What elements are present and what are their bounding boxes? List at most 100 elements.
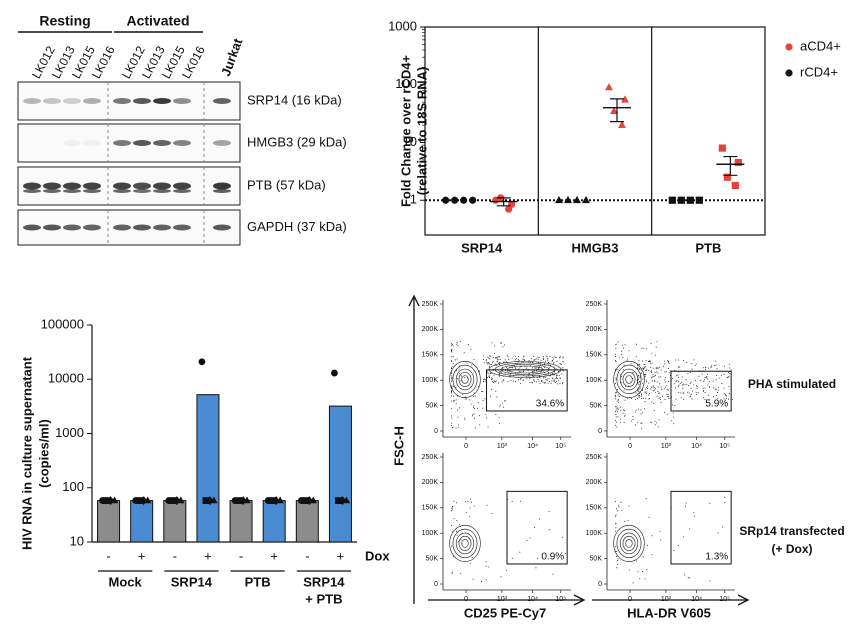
- point: [243, 496, 251, 504]
- band: [153, 182, 171, 190]
- event-dot: [490, 373, 492, 375]
- event-dot: [488, 375, 490, 377]
- event-dot: [491, 342, 493, 344]
- band: [83, 98, 101, 104]
- event-dot: [486, 417, 488, 419]
- event-dot: [716, 368, 718, 370]
- event-dot: [619, 406, 621, 408]
- event-dot: [707, 394, 709, 396]
- event-dot: [678, 366, 680, 368]
- event-dot: [642, 360, 643, 362]
- event-dot: [556, 377, 558, 379]
- band: [113, 140, 131, 146]
- event-dot: [698, 375, 700, 377]
- event-dot: [651, 363, 653, 365]
- event-dot: [528, 374, 530, 376]
- event-dot: [465, 512, 467, 514]
- event-dot: [508, 359, 510, 361]
- event-dot: [562, 357, 564, 359]
- event-dot: [536, 370, 537, 371]
- event-dot: [702, 391, 704, 393]
- event-dot: [473, 417, 475, 419]
- event-dot: [628, 505, 630, 507]
- event-dot: [550, 364, 551, 366]
- event-dot: [535, 567, 537, 569]
- event-dot: [667, 396, 669, 398]
- event-dot: [502, 402, 504, 404]
- event-dot: [459, 341, 461, 343]
- event-dot: [485, 414, 487, 416]
- event-dot: [509, 370, 511, 372]
- event-dot: [500, 342, 502, 344]
- event-dot: [532, 373, 534, 374]
- event-dot: [623, 389, 625, 391]
- event-dot: [617, 369, 619, 371]
- event-dot: [655, 374, 657, 376]
- event-dot: [667, 360, 669, 361]
- event-dot: [541, 364, 543, 366]
- contour: [449, 524, 481, 562]
- event-dot: [453, 400, 455, 401]
- event-dot: [499, 373, 500, 375]
- point: [723, 173, 731, 181]
- event-dot: [451, 365, 453, 367]
- point: [331, 369, 338, 377]
- event-dot: [544, 367, 546, 369]
- event-dot: [686, 362, 688, 364]
- event-dot: [547, 360, 549, 362]
- event-dot: [558, 366, 560, 368]
- band: [63, 189, 81, 193]
- event-dot: [539, 382, 541, 384]
- event-dot: [661, 388, 663, 390]
- contour: [613, 524, 645, 562]
- event-dot: [645, 366, 647, 368]
- event-dot: [615, 396, 616, 398]
- event-dot: [654, 381, 656, 383]
- event-dot: [479, 424, 481, 426]
- event-dot: [451, 400, 452, 402]
- x-arrow: [428, 594, 586, 606]
- event-dot: [623, 369, 624, 371]
- event-dot: [453, 385, 455, 387]
- event-dot: [451, 360, 452, 362]
- band: [213, 140, 231, 146]
- event-dot: [657, 386, 659, 388]
- event-dot: [641, 395, 643, 397]
- event-dot: [506, 362, 508, 364]
- event-dot: [637, 376, 639, 378]
- event-dot: [502, 370, 504, 372]
- event-dot: [615, 501, 616, 503]
- event-dot: [489, 355, 490, 357]
- event-dot: [495, 356, 497, 358]
- event-dot: [638, 375, 640, 376]
- event-dot: [695, 392, 697, 394]
- event-dot: [483, 359, 485, 361]
- event-dot: [665, 377, 666, 379]
- event-dot: [554, 381, 556, 383]
- event-dot: [469, 507, 471, 509]
- event-dot: [533, 359, 535, 361]
- event-dot: [543, 377, 545, 379]
- event-dot: [730, 369, 732, 371]
- event-dot: [665, 381, 667, 383]
- event-dot: [527, 368, 529, 370]
- event-dot: [511, 357, 513, 359]
- event-dot: [640, 409, 642, 411]
- event-dot: [631, 398, 632, 400]
- event-dot: [641, 393, 643, 395]
- point: [469, 196, 477, 204]
- y-tick-label: 1000: [55, 425, 84, 440]
- event-dot: [650, 421, 651, 423]
- event-dot: [452, 426, 454, 428]
- event-dot: [688, 577, 690, 579]
- x-tick-label: PTB: [695, 240, 721, 255]
- event-dot: [556, 374, 558, 376]
- event-dot: [618, 504, 620, 506]
- event-dot: [640, 386, 642, 388]
- event-dot: [617, 510, 619, 512]
- event-dot: [624, 399, 626, 401]
- y-tick-label: 100: [395, 76, 417, 91]
- band: [113, 224, 131, 231]
- condition-label: PHA stimulated: [748, 377, 836, 391]
- event-dot: [517, 372, 519, 374]
